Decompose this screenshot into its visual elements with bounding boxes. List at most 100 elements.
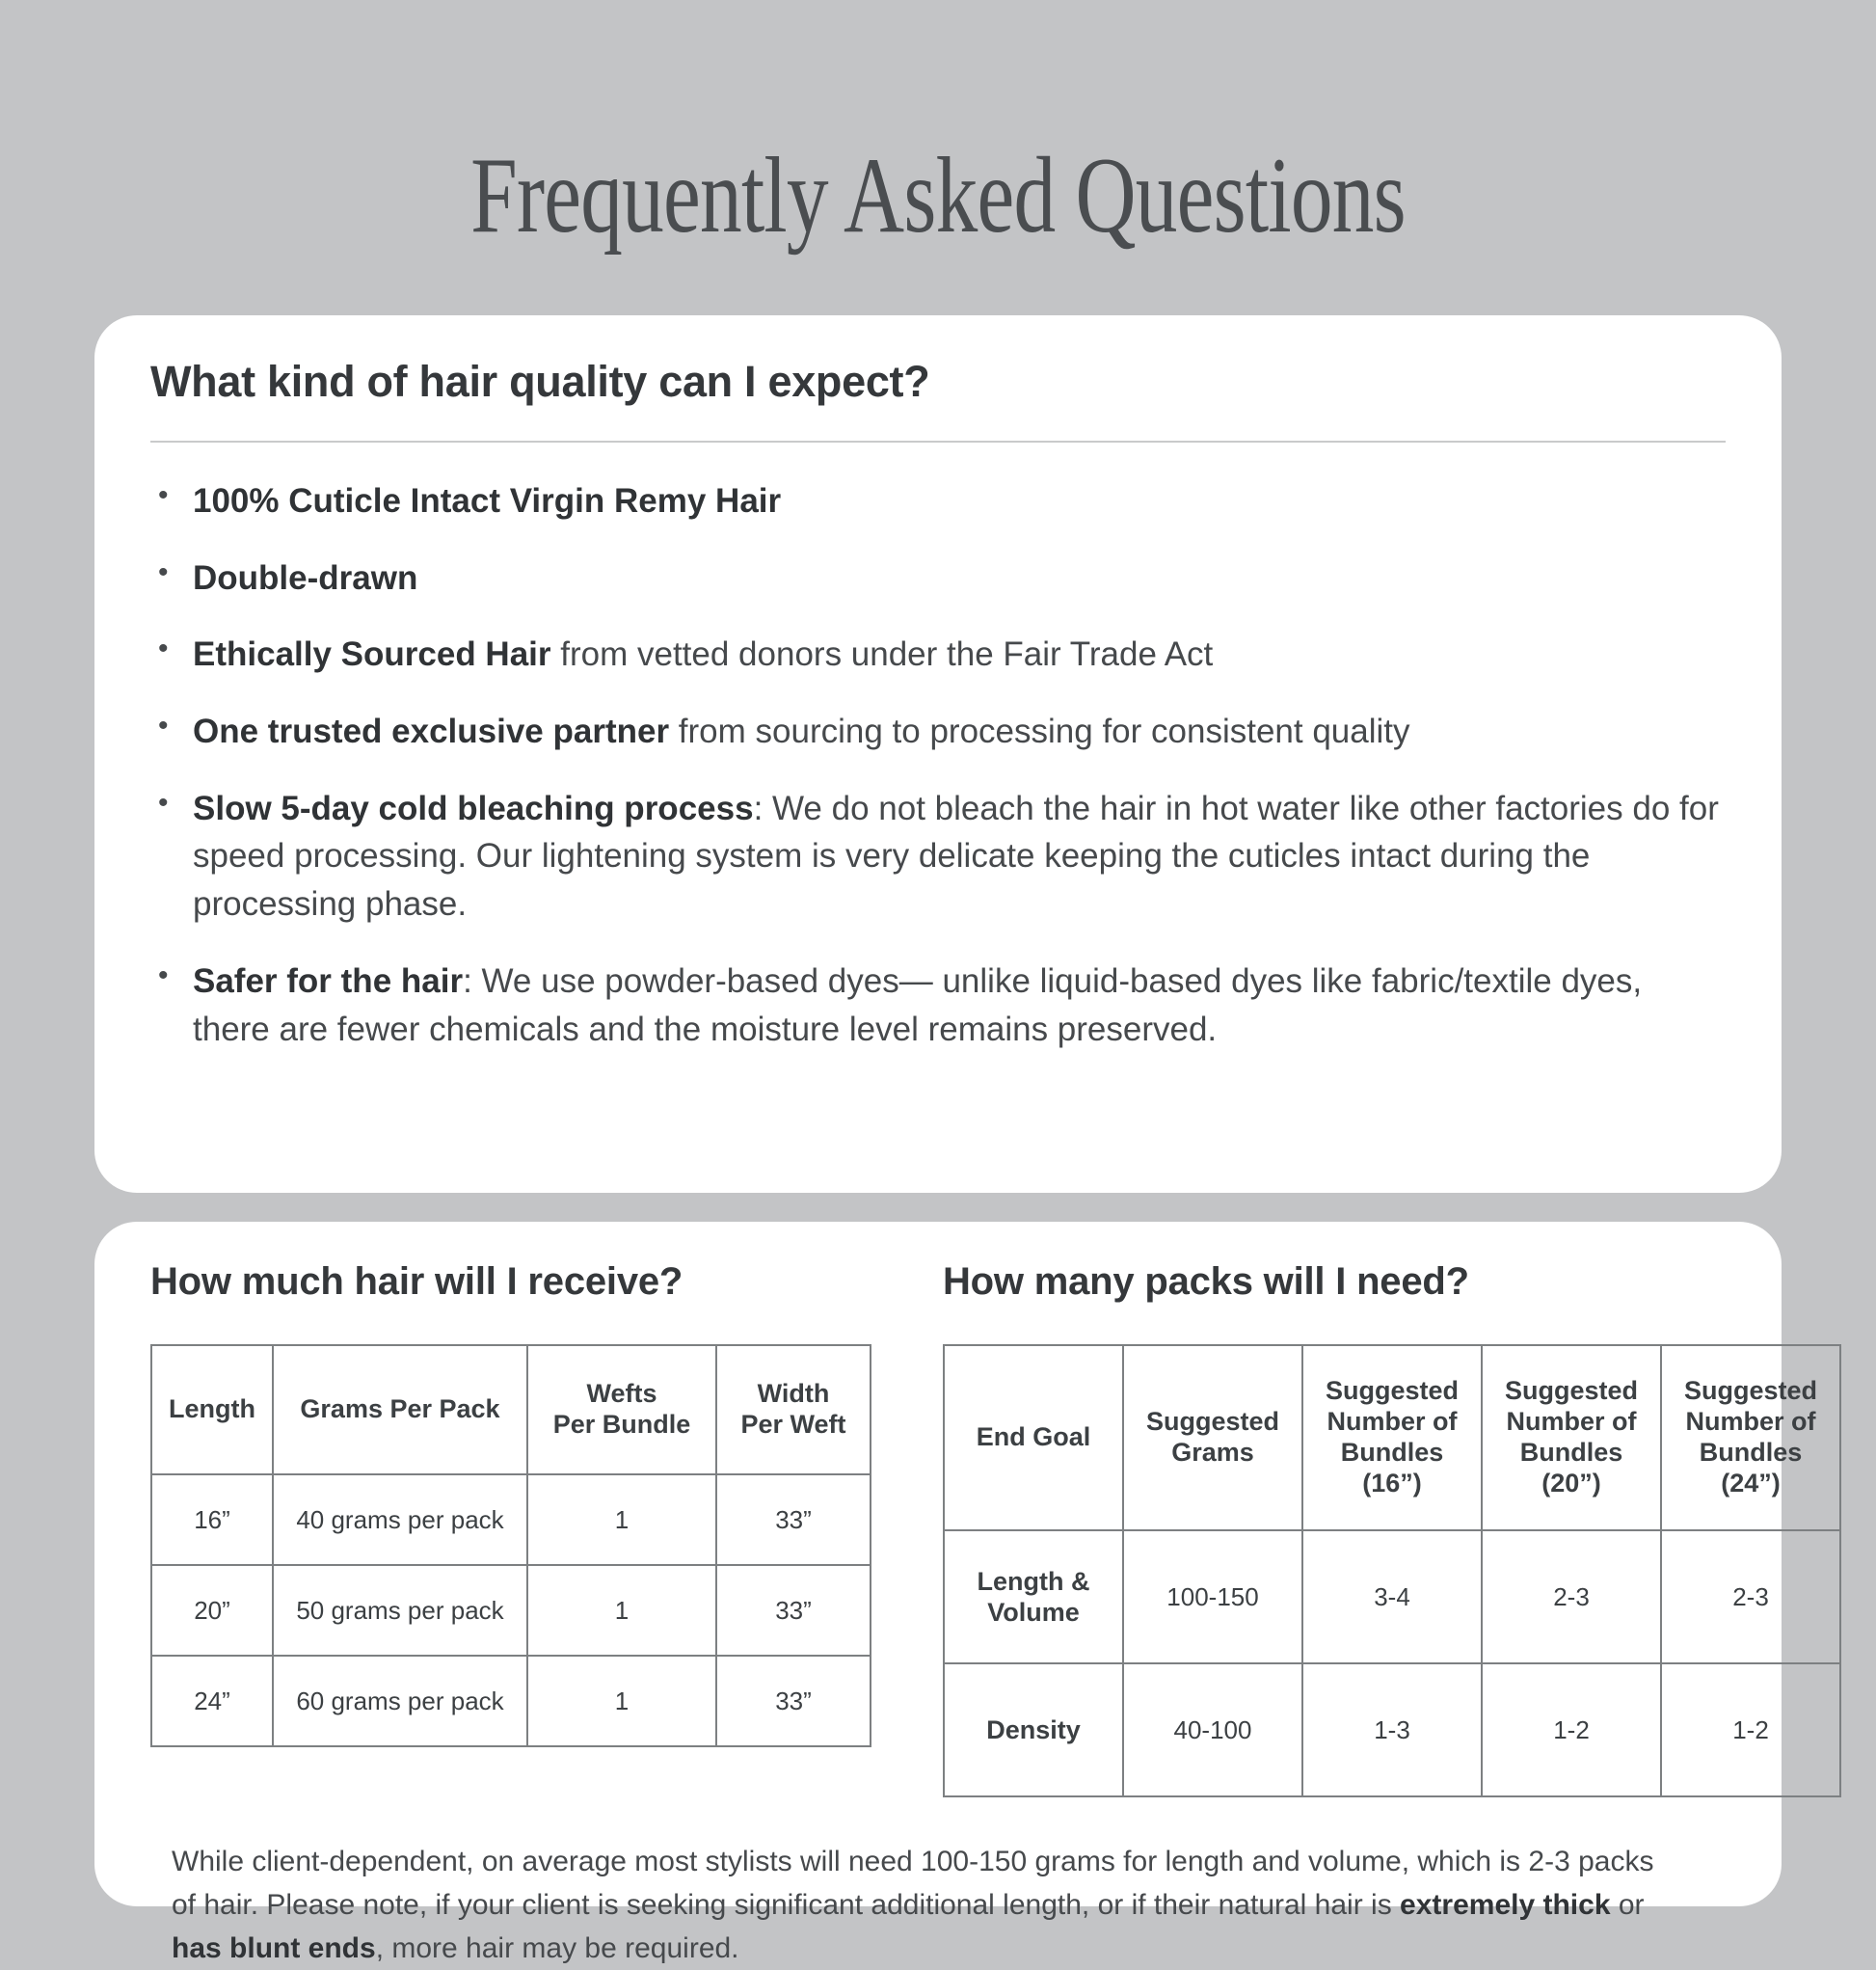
table-cell: 33” <box>715 1473 871 1567</box>
table-column-header-line: Number of <box>1327 1407 1458 1437</box>
table-hair-amount: Length Grams Per Pack Wefts Per Bundle Width… <box>150 1344 871 1748</box>
table-cell: 3-4 <box>1301 1529 1483 1665</box>
faq-bullet-lead: Slow 5-day cold bleaching process <box>193 789 754 827</box>
table-row: 24” 60 grams per pack 1 33” <box>150 1655 871 1748</box>
faq-bullet-lead: Safer for the hair <box>193 961 464 1000</box>
table-column-header: Suggested Grams <box>1122 1344 1303 1532</box>
faq-bullet-body: from vetted donors under the Fair Trade … <box>550 635 1214 674</box>
table-row: 16” 40 grams per pack 1 33” <box>150 1473 871 1567</box>
table-packs-needed-head: End Goal Suggested Grams Suggested Number of… <box>943 1344 1841 1532</box>
table-column-header: Wefts Per Bundle <box>526 1344 717 1476</box>
faq-bullet-item: Slow 5-day cold bleaching process: We do… <box>150 783 1726 929</box>
card-hair-quality: What kind of hair quality can I expect? … <box>94 315 1782 1194</box>
table-column-header-line: Suggested <box>1504 1376 1639 1406</box>
table-column-header-line: Bundles <box>1699 1438 1803 1468</box>
footnote-text: While client-dependent, on average most … <box>150 1840 1675 1970</box>
table-row-label: Length & Volume <box>943 1529 1124 1665</box>
table-column-header-line: Suggested <box>1145 1407 1280 1437</box>
heading-hair-quality: What kind of hair quality can I expect? <box>150 357 930 407</box>
page-title: Frequently Asked Questions <box>470 136 1407 256</box>
table-cell: 2-3 <box>1660 1529 1841 1665</box>
table-header-row: Length Grams Per Pack Wefts Per Bundle Width… <box>150 1344 871 1476</box>
faq-bullet-item: 100% Cuticle Intact Virgin Remy Hair <box>150 475 1726 526</box>
table-column-header-line: Grams Per Pack <box>300 1394 500 1424</box>
faq-bullet-item: Ethically Sourced Hair from vetted donor… <box>150 629 1726 679</box>
table-cell: 60 grams per pack <box>272 1655 528 1748</box>
table-cell: 33” <box>715 1655 871 1748</box>
table-packs-needed-body: Length & Volume 100-150 3-4 2-3 2-3 Density 40-… <box>943 1529 1841 1798</box>
faq-bullet-lead: 100% Cuticle Intact Virgin Remy Hair <box>193 482 782 521</box>
table-cell: 33” <box>715 1564 871 1658</box>
footnote-bold-extremely-thick: extremely thick <box>1400 1889 1611 1922</box>
table-cell: 1-2 <box>1660 1662 1841 1798</box>
table-row-label-line: Length & <box>977 1566 1090 1596</box>
table-column-header-line: Number of <box>1685 1407 1816 1437</box>
table-cell: 100-150 <box>1122 1529 1303 1665</box>
table-cell: 40-100 <box>1122 1662 1303 1798</box>
amounts-columns: How much hair will I receive? Length Gram… <box>150 1260 1841 1798</box>
faq-bullet-item: Safer for the hair: We use powder-based … <box>150 956 1726 1053</box>
table-cell: 1 <box>526 1655 717 1748</box>
table-cell: 1 <box>526 1473 717 1567</box>
table-row: Length & Volume 100-150 3-4 2-3 2-3 <box>943 1529 1841 1665</box>
card-hair-amounts: How much hair will I receive? Length Gram… <box>94 1222 1841 1964</box>
faq-page: Frequently Asked Questions What kind of … <box>0 72 1876 1964</box>
table-column-header: Suggested Number of Bundles (16”) <box>1301 1344 1483 1532</box>
faq-bullet-body: : We do not bleach the hair in hot water… <box>193 789 1719 924</box>
table-column-header-line: Bundles <box>1340 1438 1444 1468</box>
table-cell: 16” <box>150 1473 274 1567</box>
table-column-header-line: (16”) <box>1362 1468 1422 1498</box>
heading-divider <box>150 441 1726 444</box>
faq-bullet-body: from sourcing to processing for consiste… <box>669 713 1410 751</box>
table-cell: 20” <box>150 1564 274 1658</box>
table-hair-amount-head: Length Grams Per Pack Wefts Per Bundle Width… <box>150 1344 871 1476</box>
faq-bullet-lead: One trusted exclusive partner <box>193 713 670 751</box>
table-cell: 1 <box>526 1564 717 1658</box>
faq-bullet-lead: Ethically Sourced Hair <box>193 635 551 674</box>
table-column-header: Suggested Number of Bundles (20”) <box>1481 1344 1662 1532</box>
table-row-label-line: Volume <box>987 1598 1080 1628</box>
heading-how-many-packs: How many packs will I need? <box>943 1260 1469 1304</box>
table-column-header-line: Per Weft <box>740 1410 846 1440</box>
footnote-part-2: , more hair may be required. <box>375 1932 739 1965</box>
table-column-header-line: Bundles <box>1519 1438 1623 1468</box>
table-cell: 50 grams per pack <box>272 1564 528 1658</box>
faq-bullet-lead: Double-drawn <box>193 558 418 597</box>
table-column-header-line: (24”) <box>1721 1468 1781 1498</box>
table-cell: 1-2 <box>1481 1662 1662 1798</box>
table-row-label: Density <box>943 1662 1124 1798</box>
table-cell: 40 grams per pack <box>272 1473 528 1567</box>
column-packs-needed: How many packs will I need? End Goal Sugg… <box>943 1260 1841 1798</box>
table-hair-amount-body: 16” 40 grams per pack 1 33” 20” 50 grams per … <box>150 1473 871 1748</box>
table-cell: 24” <box>150 1655 274 1748</box>
table-row-label-line: Density <box>986 1714 1081 1744</box>
table-column-header: Suggested Number of Bundles (24”) <box>1660 1344 1841 1532</box>
table-column-header-line: Suggested <box>1683 1376 1818 1406</box>
table-column-header-line: Width <box>757 1379 830 1409</box>
heading-how-much-hair: How much hair will I receive? <box>150 1260 683 1304</box>
table-column-header-line: (20”) <box>1541 1468 1601 1498</box>
table-row: Density 40-100 1-3 1-2 1-2 <box>943 1662 1841 1798</box>
table-column-header: Grams Per Pack <box>272 1344 528 1476</box>
table-cell: 1-3 <box>1301 1662 1483 1798</box>
table-column-header-line: Suggested <box>1325 1376 1460 1406</box>
faq-bullet-body: : We use powder-based dyes— unlike liqui… <box>193 961 1643 1048</box>
table-column-header-line: Per Bundle <box>552 1410 691 1440</box>
table-column-header-line: Number of <box>1506 1407 1637 1437</box>
table-cell: 2-3 <box>1481 1529 1662 1665</box>
table-row: 20” 50 grams per pack 1 33” <box>150 1564 871 1658</box>
faq-bullet-item: Double-drawn <box>150 553 1726 603</box>
footnote-conjunction: or <box>1610 1889 1645 1922</box>
table-column-header: Width Per Weft <box>715 1344 871 1476</box>
table-column-header-line: Length <box>169 1394 255 1424</box>
column-hair-amount: How much hair will I receive? Length Gram… <box>150 1260 883 1797</box>
table-column-header-line: End Goal <box>976 1422 1091 1452</box>
hair-quality-bullet-list: 100% Cuticle Intact Virgin Remy Hair Doub… <box>150 475 1726 1053</box>
table-column-header-line: Wefts <box>586 1379 657 1409</box>
table-packs-needed: End Goal Suggested Grams Suggested Number of… <box>943 1344 1841 1798</box>
table-column-header: Length <box>150 1344 274 1476</box>
table-column-header-line: Grams <box>1171 1438 1254 1468</box>
footnote-bold-blunt-ends: has blunt ends <box>172 1932 376 1965</box>
table-column-header: End Goal <box>943 1344 1124 1532</box>
table-header-row: End Goal Suggested Grams Suggested Number of… <box>943 1344 1841 1532</box>
